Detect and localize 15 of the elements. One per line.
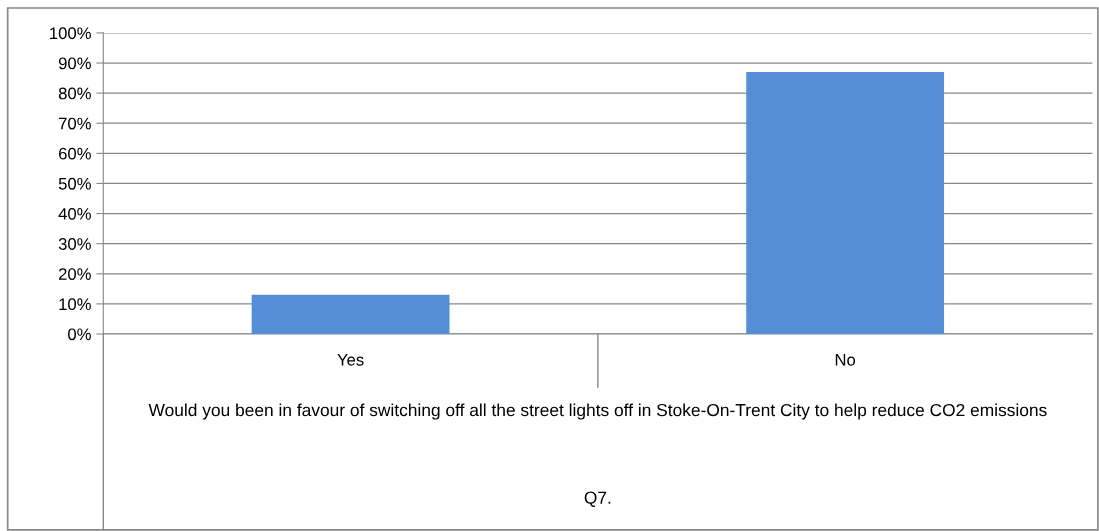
y-tick-label: 40% bbox=[58, 207, 91, 220]
text: Q7. bbox=[584, 491, 611, 507]
x-tick-label: Yes bbox=[337, 354, 364, 366]
y-tick-label: 20% bbox=[58, 268, 91, 280]
y-tick-label: 60% bbox=[58, 147, 91, 160]
x-tick-label: No bbox=[835, 354, 856, 366]
y-tick-label: 50% bbox=[58, 177, 91, 190]
y-tick-label: 100% bbox=[50, 27, 91, 40]
y-tick-label: 80% bbox=[58, 87, 91, 100]
y-tick-label: 70% bbox=[59, 117, 91, 130]
x-axis-title: Would you been in favour of switching off all the street lights off in Stoke-On-Trent City to help reduce CO2 emissions bbox=[148, 403, 1047, 420]
y-tick-label: 90% bbox=[58, 57, 91, 70]
y-tick-label: 0% bbox=[68, 328, 91, 341]
y-tick-label: 30% bbox=[58, 238, 91, 250]
y-tick-label: 10% bbox=[59, 298, 91, 311]
